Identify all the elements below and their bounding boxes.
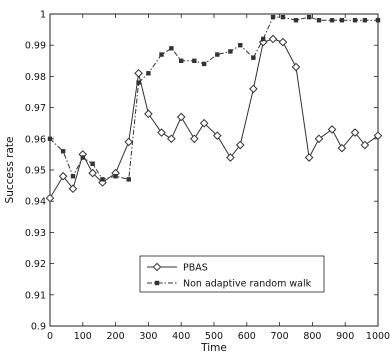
data-point — [80, 155, 85, 160]
x-tick-label: 100 — [74, 331, 92, 342]
data-point — [329, 18, 335, 23]
data-point — [70, 174, 76, 179]
y-tick-label: 0.92 — [25, 259, 46, 270]
y-tick-label: 0.96 — [25, 134, 46, 145]
data-point — [316, 18, 322, 23]
legend-marker — [154, 280, 160, 286]
data-point — [362, 18, 368, 23]
data-point — [251, 55, 256, 60]
data-point — [215, 52, 220, 57]
x-tick-label: 600 — [238, 331, 256, 342]
x-tick-label: 800 — [303, 331, 321, 342]
legend-marker — [152, 262, 162, 272]
data-point — [58, 171, 68, 181]
data-point — [100, 177, 105, 182]
legend-label: Non adaptive random walk — [183, 279, 312, 290]
data-point — [169, 46, 174, 51]
data-point — [360, 140, 370, 150]
data-point — [45, 193, 55, 203]
data-point — [278, 37, 288, 47]
x-tick-label: 500 — [205, 331, 223, 342]
data-point — [249, 84, 258, 94]
x-axis-title: Time — [200, 342, 227, 354]
data-point — [192, 58, 197, 63]
data-point — [258, 37, 268, 47]
legend-box — [139, 255, 325, 293]
legend-label: PBAS — [183, 263, 208, 274]
data-point — [134, 68, 143, 78]
data-point — [270, 14, 276, 20]
data-point — [238, 43, 243, 48]
y-tick-label: 0.93 — [25, 228, 46, 239]
x-tick-label: 200 — [107, 331, 125, 342]
x-tick-label: 900 — [336, 331, 354, 342]
data-point — [350, 128, 360, 137]
y-tick-label: 0.98 — [25, 72, 46, 83]
data-point — [327, 125, 337, 134]
data-point — [144, 109, 153, 119]
y-tick-label: 0.94 — [25, 197, 46, 208]
x-tick-label: 0 — [47, 331, 53, 342]
y-axis-title: Success rate — [4, 137, 16, 204]
data-point — [176, 112, 186, 122]
data-point — [280, 14, 286, 20]
data-point — [339, 18, 345, 23]
data-point — [375, 18, 381, 23]
y-tick-label: 0.97 — [25, 103, 46, 114]
data-point — [60, 149, 66, 154]
data-point — [235, 140, 245, 150]
data-point — [293, 18, 299, 23]
data-point — [88, 168, 97, 178]
data-point — [136, 80, 141, 85]
data-point — [190, 134, 199, 144]
data-point — [146, 71, 151, 76]
data-point — [261, 36, 266, 42]
y-tick-label: 0.9 — [31, 322, 46, 333]
y-tick-label: 0.95 — [25, 166, 46, 177]
data-point — [167, 134, 176, 144]
data-point — [199, 118, 209, 128]
x-tick-label: 1000 — [366, 331, 390, 342]
data-point — [373, 131, 383, 140]
data-point — [68, 184, 78, 194]
data-point — [304, 153, 314, 162]
series-line — [49, 38, 379, 199]
series-2 — [47, 14, 381, 182]
y-tick-label: 0.91 — [25, 290, 46, 301]
data-point — [159, 52, 164, 57]
series-1 — [45, 34, 383, 203]
axis-ticks: 0 100 200 300 400 500 600 700 800 900 1000 0.9 0.91 0… — [25, 10, 390, 343]
data-point — [126, 177, 131, 182]
data-point — [113, 174, 118, 179]
data-point — [47, 136, 53, 141]
series-line — [49, 16, 378, 181]
data-point — [352, 18, 358, 23]
data-point — [306, 14, 312, 20]
data-point — [157, 128, 166, 137]
series-layer — [45, 14, 383, 203]
data-point — [179, 58, 184, 63]
legend: PBAS Non adaptive random walk — [139, 255, 325, 293]
y-tick-label: 0.99 — [25, 41, 46, 52]
y-tick-label: 1 — [40, 10, 46, 21]
x-tick-label: 700 — [271, 331, 289, 342]
data-point — [201, 61, 207, 67]
data-point — [268, 34, 278, 44]
data-point — [212, 131, 222, 140]
x-tick-label: 300 — [139, 331, 157, 342]
data-point — [228, 49, 233, 54]
x-tick-label: 400 — [172, 331, 190, 342]
data-point — [90, 161, 95, 166]
data-point — [124, 137, 134, 147]
data-point — [291, 62, 301, 72]
data-point — [337, 143, 347, 153]
data-point — [314, 134, 324, 144]
data-point — [226, 153, 235, 162]
